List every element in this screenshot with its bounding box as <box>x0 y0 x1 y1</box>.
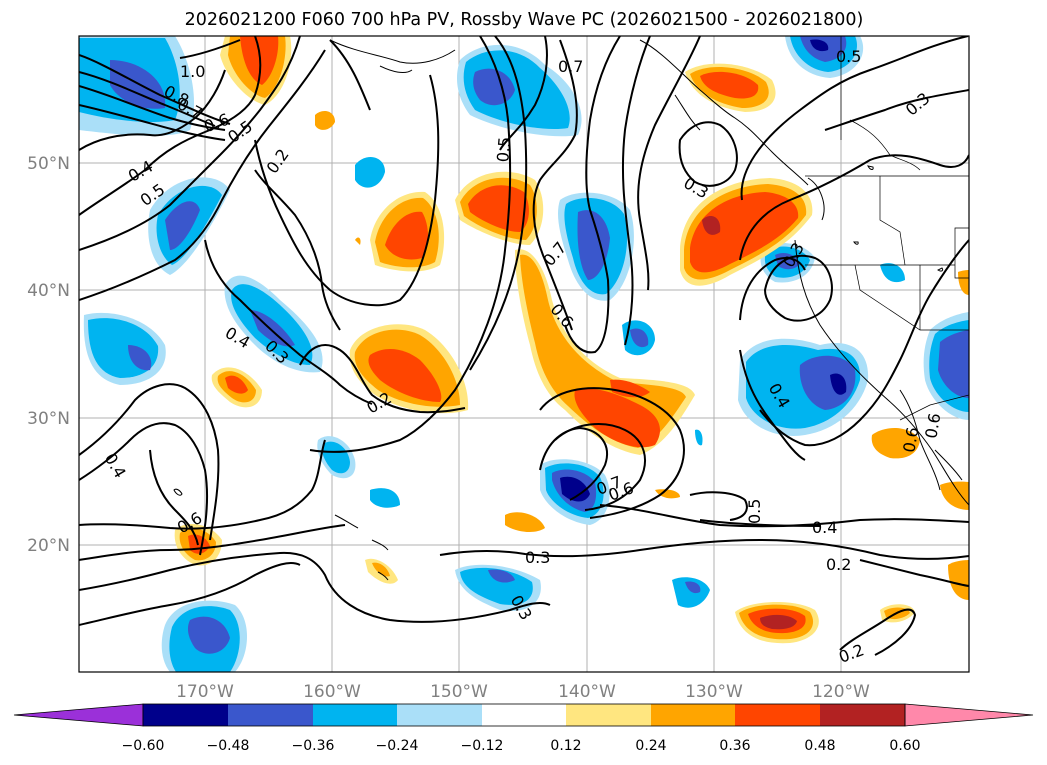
lat-label: 50°N <box>27 154 70 174</box>
contour-label: 1.0 <box>180 62 205 81</box>
contour-label: 0.2 <box>826 555 851 574</box>
contour-label: 0.3 <box>525 548 550 567</box>
contour-label: 0.5 <box>836 47 861 66</box>
map-title: 2026021200 F060 700 hPa PV, Rossby Wave … <box>185 10 864 30</box>
map-frame <box>78 35 970 673</box>
colorbar-segment <box>228 704 313 726</box>
contour-label: 0.6 <box>921 412 944 440</box>
lon-label: 150°W <box>430 682 488 702</box>
colorbar-segment <box>397 704 482 726</box>
lat-label: 20°N <box>27 536 70 556</box>
colorbar-tick-label: −0.24 <box>376 738 419 754</box>
colorbar-extend-low <box>13 703 144 727</box>
contour-label: 0.5 <box>745 499 764 524</box>
colorbar-segment <box>566 704 651 726</box>
contour-label: 0.7 <box>558 57 583 76</box>
latitude-labels: 50°N 40°N 30°N 20°N <box>27 154 70 556</box>
colorbar-segment <box>482 704 566 726</box>
political-borders <box>805 36 969 421</box>
lon-label: 120°W <box>812 682 870 702</box>
colorbar-tick-label: −0.60 <box>122 738 165 754</box>
contour-label: 0.4 <box>812 518 837 537</box>
colorbar-segment <box>820 704 905 726</box>
lon-label: 170°W <box>176 682 234 702</box>
negative-anomaly-fill <box>79 36 969 672</box>
lat-label: 40°N <box>27 281 70 301</box>
colorbar-segment <box>651 704 735 726</box>
colorbar-tick-label: 0.12 <box>550 738 581 754</box>
lon-label: 160°W <box>303 682 361 702</box>
colorbar-segment <box>313 704 397 726</box>
lon-label: 140°W <box>558 682 616 702</box>
colorbar-segment <box>735 704 820 726</box>
contour-label: 0.6 <box>899 426 922 454</box>
colorbar-extend-high <box>904 703 1034 727</box>
colorbar-tick-label: 0.48 <box>804 738 835 754</box>
colorbar-tick-label: 0.36 <box>719 738 750 754</box>
coastlines <box>173 39 969 581</box>
colorbar-tick-label: −0.36 <box>292 738 335 754</box>
colorbar-tick-label: 0.24 <box>635 738 666 754</box>
colorbar-ticks: −0.60 −0.48 −0.36 −0.24 −0.12 0.12 0.24 … <box>122 738 921 754</box>
pv-contours <box>79 36 969 656</box>
colorbar-tick-label: −0.12 <box>461 738 504 754</box>
colorbar-tick-label: −0.48 <box>207 738 250 754</box>
longitude-labels: 170°W 160°W 150°W 140°W 130°W 120°W <box>176 682 870 702</box>
lon-label: 130°W <box>685 682 743 702</box>
colorbar-segment <box>143 704 228 726</box>
colorbar-tick-label: 0.60 <box>889 738 920 754</box>
colorbar: −0.60 −0.48 −0.36 −0.24 −0.12 0.12 0.24 … <box>13 703 1034 754</box>
colorbar-frame <box>142 703 906 727</box>
lat-label: 30°N <box>27 409 70 429</box>
contour-label: 0.5 <box>493 136 514 163</box>
map-area: 1.0 0.8 0.7 0.6 0.5 0.4 0.5 0.2 0.7 0.5 … <box>79 36 969 672</box>
